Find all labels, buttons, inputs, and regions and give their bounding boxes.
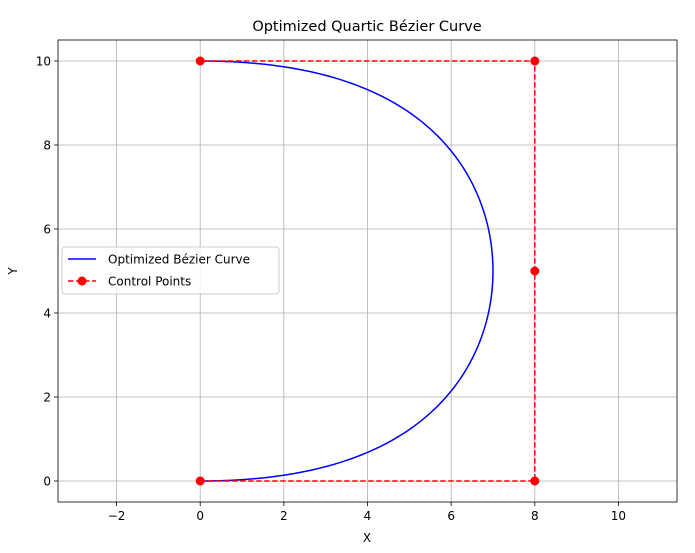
x-tick-label: 4	[364, 509, 372, 523]
x-tick-label: −2	[108, 509, 126, 523]
x-tick-label: 0	[196, 509, 204, 523]
control-point-marker	[195, 56, 205, 66]
x-axis-label: X	[363, 531, 371, 545]
y-tick-label: 10	[36, 55, 51, 69]
legend-label-bezier: Optimized Bézier Curve	[108, 253, 250, 267]
control-point-marker	[195, 476, 205, 486]
x-tick-label: 10	[611, 509, 626, 523]
x-tick-label: 8	[531, 509, 539, 523]
y-tick-label: 4	[43, 307, 51, 321]
series-layer	[195, 56, 540, 486]
legend-label-control-points: Control Points	[108, 275, 191, 289]
control-point-marker	[530, 56, 540, 66]
control-point-marker	[530, 266, 540, 276]
bezier-curve-line	[200, 60, 494, 482]
axis-ticks: −2 0 2 4 6 8 10 0 2 4 6 8 10	[36, 55, 626, 524]
legend-control-marker	[77, 276, 87, 286]
y-tick-label: 0	[43, 475, 51, 489]
legend-box	[61, 246, 280, 295]
y-tick-label: 6	[43, 223, 51, 237]
y-tick-label: 2	[43, 391, 51, 405]
x-tick-label: 2	[280, 509, 288, 523]
x-tick-label: 6	[447, 509, 455, 523]
y-tick-label: 8	[43, 139, 51, 153]
control-point-marker	[530, 476, 540, 486]
legend: Optimized Bézier Curve Control Points	[61, 246, 280, 295]
y-axis-label: Y	[6, 267, 20, 276]
chart-title: Optimized Quartic Bézier Curve	[252, 19, 481, 35]
